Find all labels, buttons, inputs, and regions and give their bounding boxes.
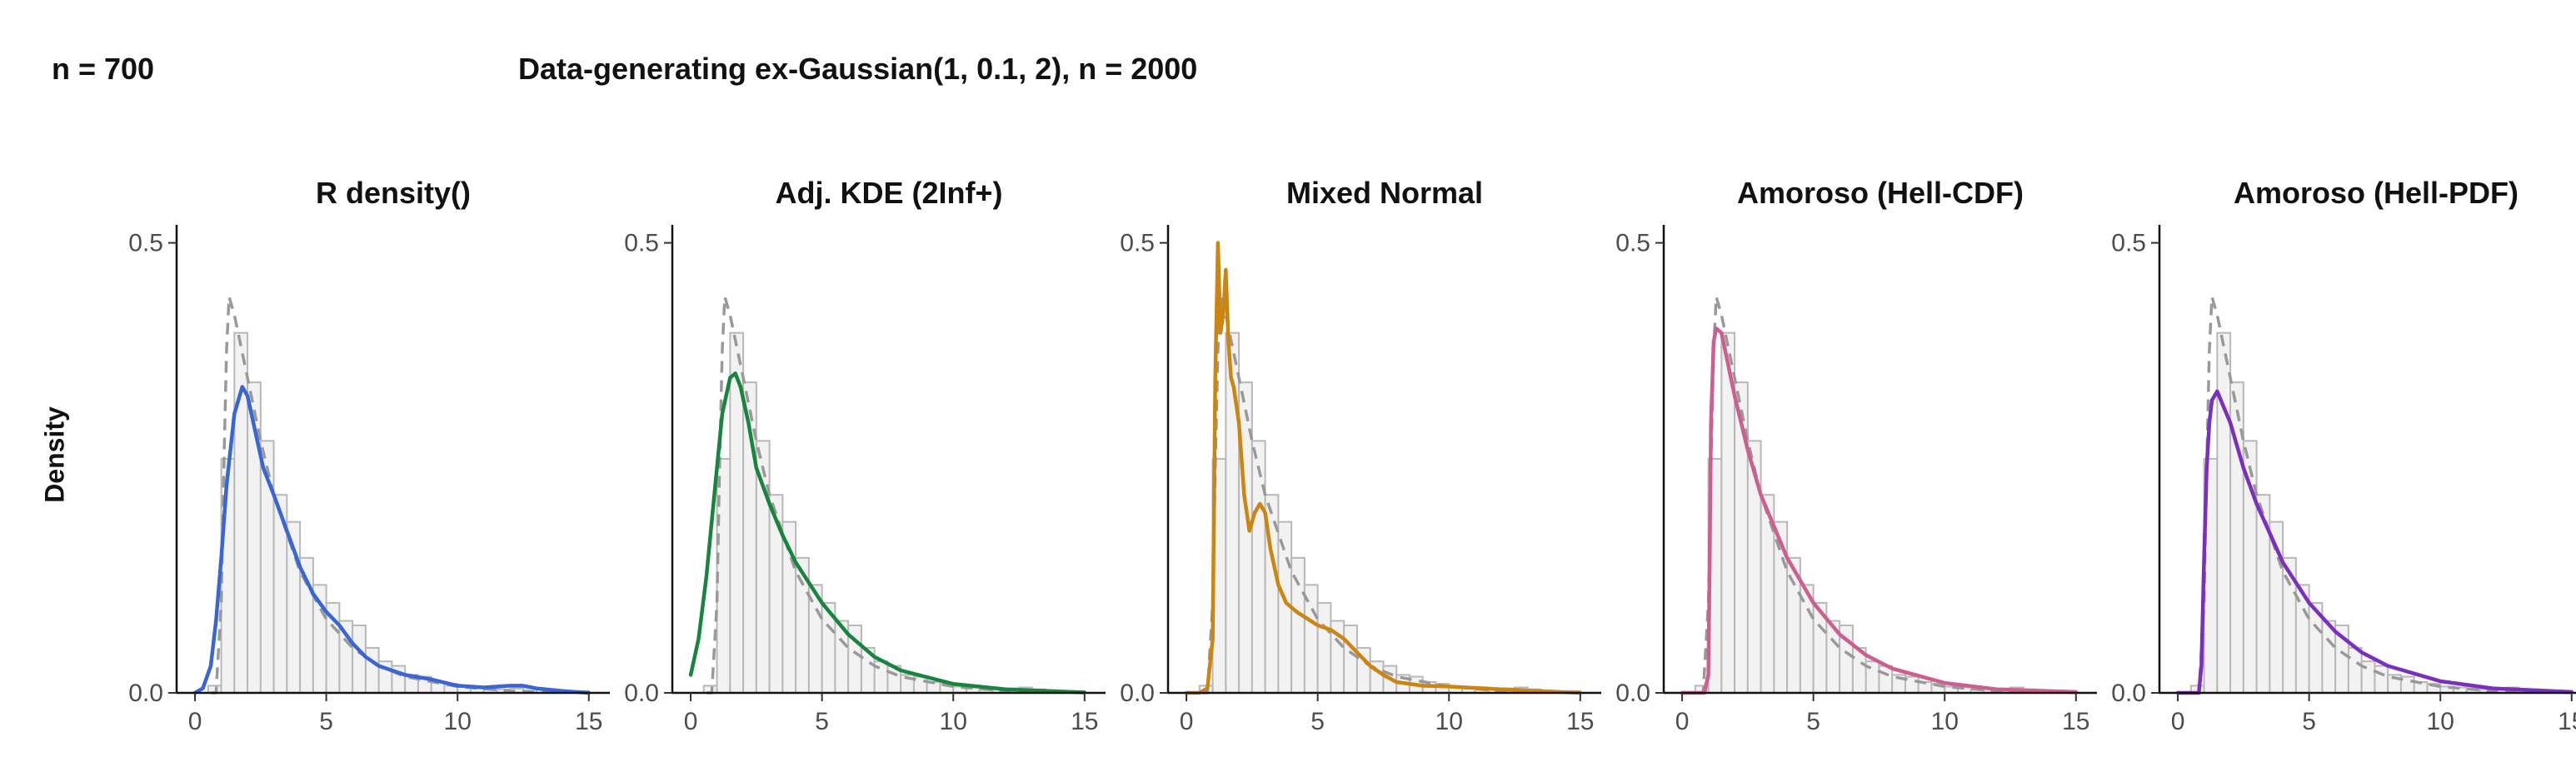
y-tick-label: 0.0 <box>128 680 163 707</box>
y-tick-label: 0.0 <box>1120 680 1155 707</box>
x-tick-label: 5 <box>319 708 333 735</box>
panel-title: Adj. KDE (2Inf+) <box>775 176 1002 210</box>
panel-5: Amoroso (Hell-PDF) 0 5 10 15 0.0 0.5 <box>2111 176 2576 735</box>
x-tick-label: 5 <box>815 708 829 735</box>
reference-density-line <box>211 295 589 695</box>
x-tick-label: 0 <box>2171 708 2185 735</box>
fitted-density-line <box>192 385 592 695</box>
histogram-bar <box>2347 646 2363 695</box>
histogram-bar <box>1316 601 1332 695</box>
reference-density-line <box>1202 295 1580 695</box>
x-tick-label: 0 <box>188 708 202 735</box>
x-tick-label: 0 <box>1675 708 1690 735</box>
histogram-bar <box>364 646 380 695</box>
y-tick-label: 0.5 <box>2111 230 2146 257</box>
x-tick-label: 5 <box>2302 708 2316 735</box>
fitted-density-line <box>1680 326 2079 695</box>
histogram-bar <box>1773 520 1789 695</box>
x-tick-label: 0 <box>684 708 698 735</box>
x-tick-label: 15 <box>575 708 602 735</box>
y-tick-label: 0.5 <box>1615 230 1650 257</box>
x-tick-label: 10 <box>444 708 472 735</box>
x-tick-label: 0 <box>1180 708 1194 735</box>
x-tick-label: 10 <box>940 708 967 735</box>
sample-size-label: n = 700 <box>52 52 155 86</box>
panel-3: Mixed Normal 0 5 10 15 0.0 0.5 <box>1120 176 1601 735</box>
fitted-density-line <box>688 371 1087 695</box>
panel-title: Amoroso (Hell-PDF) <box>2234 176 2519 210</box>
y-tick-label: 0.0 <box>1615 680 1650 707</box>
panel-title: Amoroso (Hell-CDF) <box>1737 176 2024 210</box>
fitted-density-line <box>2175 389 2574 695</box>
y-tick-label: 0.5 <box>128 230 163 257</box>
y-tick-label: 0.0 <box>624 680 659 707</box>
x-tick-label: 5 <box>1806 708 1820 735</box>
panel-1: R density() 0 5 10 15 0.0 0.5 <box>128 176 610 735</box>
panel-title: R density() <box>316 176 471 210</box>
x-tick-label: 15 <box>1071 708 1098 735</box>
panel-4: Amoroso (Hell-CDF) 0 5 10 15 0.0 0.5 <box>1615 176 2097 735</box>
y-tick-label: 0.0 <box>2111 680 2146 707</box>
x-tick-label: 15 <box>2062 708 2089 735</box>
histogram-bar <box>1251 440 1266 695</box>
reference-density-line <box>706 295 1085 695</box>
histogram-bar <box>1343 624 1358 695</box>
histogram-bar <box>2374 665 2389 694</box>
histogram-bar <box>2216 331 2232 694</box>
chart-title: Data-generating ex-Gaussian(1, 0.1, 2), … <box>518 52 1198 86</box>
panel-2: Adj. KDE (2Inf+) 0 5 10 15 0.0 0.5 <box>624 176 1106 735</box>
x-tick-label: 10 <box>1931 708 1959 735</box>
x-tick-label: 15 <box>2558 708 2576 735</box>
histogram-bar <box>1290 556 1305 695</box>
y-tick-label: 0.5 <box>624 230 659 257</box>
histogram-bar <box>1878 665 1894 694</box>
histogram-bar <box>352 624 367 695</box>
x-tick-label: 15 <box>1566 708 1594 735</box>
x-tick-label: 10 <box>2427 708 2454 735</box>
fitted-density-line <box>1184 241 1583 695</box>
x-tick-label: 5 <box>1310 708 1325 735</box>
y-tick-label: 0.5 <box>1120 230 1155 257</box>
panel-title: Mixed Normal <box>1286 176 1483 210</box>
x-tick-label: 10 <box>1435 708 1463 735</box>
reference-density-line <box>2194 295 2572 695</box>
